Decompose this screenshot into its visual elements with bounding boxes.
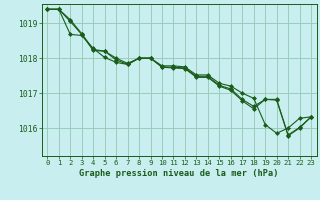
X-axis label: Graphe pression niveau de la mer (hPa): Graphe pression niveau de la mer (hPa) <box>79 169 279 178</box>
